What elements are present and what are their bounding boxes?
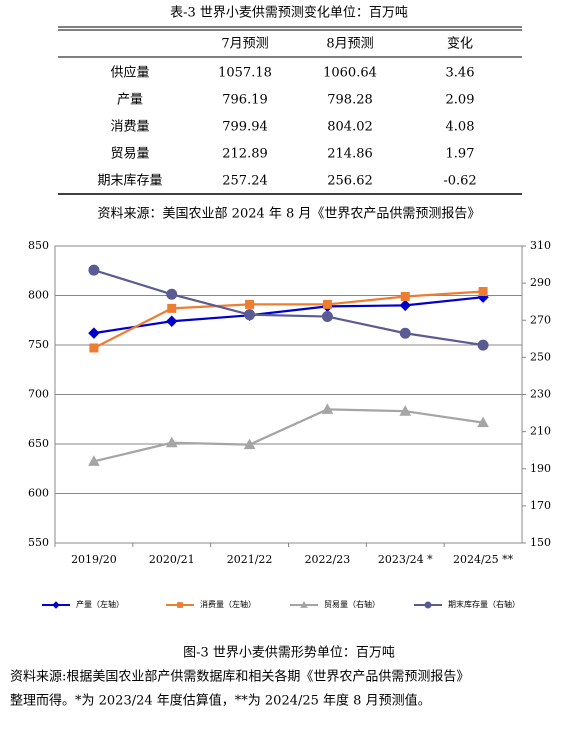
row-label: 期末库存量 [97,173,162,189]
marker [321,311,333,323]
marker [165,436,178,448]
table-cell: 212.89 [222,147,268,162]
y2-tick-label: 210 [530,425,551,438]
legend-label: 贸易量（右轴） [324,599,380,609]
y-tick-label: 550 [28,536,49,549]
marker [478,287,488,297]
table-cell: 256.62 [327,174,373,189]
x-tick-label: 2024/25 ** [453,553,514,566]
column-header: 7月预测 [221,37,268,52]
column-header: 8月预测 [326,37,373,52]
y2-tick-label: 190 [530,462,551,475]
y-tick-label: 700 [28,388,49,401]
legend-label: 期末库存量（右轴） [448,599,520,609]
table-cell: 1057.18 [218,66,272,81]
marker [477,416,489,428]
table-cell: -0.62 [443,174,476,189]
marker [322,299,332,309]
marker [300,600,308,608]
marker [477,339,489,351]
legend-label: 产量（左轴） [76,599,124,609]
table-source: 资料来源：美国农业部 2024 年 8 月《世界农产品供需预测报告》 [98,207,481,222]
marker [88,264,100,276]
marker [399,299,411,312]
x-tick-label: 2021/22 [227,553,273,566]
row-label: 供应量 [110,65,149,81]
row-label: 贸易量 [110,147,149,162]
column-header: 变化 [447,36,473,52]
row-label: 产量 [117,93,143,108]
y-tick-label: 850 [28,239,49,252]
figure-caption: 图-3 世界小麦供需形势单位：百万吨 [183,645,395,661]
y-tick-label: 650 [28,437,49,450]
x-tick-label: 2022/23 [305,553,351,566]
series-line [93,269,484,347]
y2-tick-label: 150 [530,536,551,549]
x-tick-label: 2023/24 * [378,553,433,566]
x-tick-label: 2019/20 [71,553,117,566]
y2-tick-label: 310 [530,239,551,252]
marker [243,438,256,450]
table-cell: 804.02 [327,120,373,135]
series-line [93,408,484,463]
figure-note: 资料来源:根据美国农业部产供需数据库和相关各期《世界农产品供需预测报告》 [10,669,469,685]
table-cell: 796.19 [222,93,268,108]
table-cell: 2.09 [446,93,475,108]
marker [399,405,412,416]
y2-tick-label: 250 [530,350,551,363]
series-line [93,296,484,335]
table-cell: 798.28 [327,93,373,108]
table-cell: 799.94 [222,120,268,135]
y-tick-label: 750 [28,338,49,351]
y2-tick-label: 270 [530,313,551,326]
series-line [93,290,484,349]
x-tick-label: 2020/21 [149,553,195,566]
marker [88,327,100,339]
marker [400,291,410,301]
row-label: 消费量 [110,120,149,135]
y-tick-label: 800 [28,289,49,302]
marker [166,288,178,300]
marker [245,299,255,309]
table-cell: 3.46 [446,66,475,81]
marker [399,327,411,339]
marker [167,303,177,313]
marker [88,455,100,466]
table-cell: 257.24 [222,174,268,189]
legend-label: 消费量（左轴） [200,599,256,609]
table-title: 表-3 世界小麦供需预测变化单位：百万吨 [170,5,408,21]
marker [166,315,178,327]
marker [89,343,99,353]
y-tick-label: 600 [28,487,49,500]
y2-tick-label: 290 [530,276,551,289]
marker [321,403,334,414]
table-cell: 4.08 [446,120,475,135]
marker [424,601,432,609]
table-cell: 214.86 [327,147,373,162]
y2-tick-label: 230 [530,388,551,401]
marker [177,602,183,608]
marker [244,309,256,321]
marker [52,601,60,609]
figure-note: 整理而得。*为 2023/24 年度估算值，**为 2024/25 年度 8 月… [10,693,431,709]
table-cell: 1060.64 [323,66,377,81]
y2-tick-label: 170 [530,499,551,512]
table-cell: 1.97 [446,147,475,162]
